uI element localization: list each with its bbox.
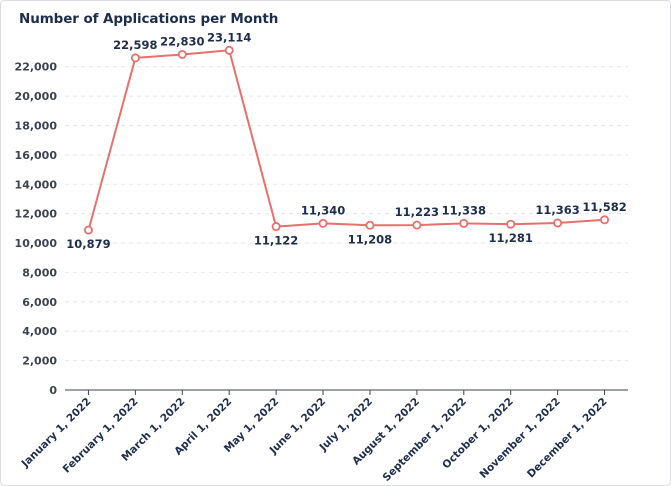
data-point[interactable]: [600, 215, 610, 225]
series-line: [87, 49, 605, 231]
data-label: 11,223: [395, 205, 439, 219]
y-tick-label: 10,000: [15, 237, 58, 250]
y-tick-label: 8,000: [22, 266, 57, 279]
data-point[interactable]: [130, 53, 140, 63]
y-tick-label: 4,000: [22, 325, 57, 338]
x-tick-label: September 1, 2022: [381, 396, 469, 484]
data-markers: [83, 45, 610, 235]
data-label: 22,598: [113, 38, 157, 52]
y-tick-label: 22,000: [15, 61, 58, 74]
data-label: 11,208: [348, 232, 392, 246]
data-point[interactable]: [459, 218, 469, 228]
y-axis: 0 2,000 4,000 6,000 8,000 10,000 12,000 14,000 1…: [15, 61, 58, 397]
data-label: 11,122: [254, 234, 298, 248]
x-tick-label: December 1, 2022: [525, 396, 610, 481]
data-label: 11,338: [442, 203, 486, 217]
data-point[interactable]: [271, 222, 281, 232]
data-label: 10,879: [66, 237, 110, 251]
data-point[interactable]: [177, 49, 187, 59]
series-polyline: [87, 49, 605, 231]
x-tick-label: November 1, 2022: [477, 396, 562, 481]
y-tick-label: 0: [49, 384, 57, 397]
y-tick-label: 18,000: [15, 119, 58, 132]
data-point[interactable]: [506, 219, 516, 229]
data-point[interactable]: [365, 220, 375, 230]
data-point[interactable]: [318, 218, 328, 228]
y-tick-label: 16,000: [15, 149, 58, 162]
data-label: 11,281: [489, 231, 533, 245]
y-tick-label: 6,000: [22, 296, 57, 309]
data-point[interactable]: [553, 218, 563, 228]
y-tick-label: 14,000: [15, 178, 58, 191]
data-point[interactable]: [412, 220, 422, 230]
data-label: 11,340: [301, 203, 345, 217]
chart-title: Number of Applications per Month: [19, 11, 279, 27]
data-label: 11,582: [582, 200, 626, 214]
y-tick-label: 12,000: [15, 208, 58, 221]
data-label: 22,830: [160, 34, 204, 48]
data-point[interactable]: [224, 45, 234, 55]
y-tick-label: 20,000: [15, 90, 58, 103]
y-tick-label: 2,000: [22, 355, 57, 368]
data-labels: 10,879 22,598 22,830 23,114 11,122 11,340 11,2…: [66, 30, 626, 251]
data-label: 23,114: [207, 30, 251, 44]
data-label: 11,363: [535, 203, 579, 217]
grid-lines: [65, 66, 628, 362]
data-point[interactable]: [83, 225, 93, 235]
